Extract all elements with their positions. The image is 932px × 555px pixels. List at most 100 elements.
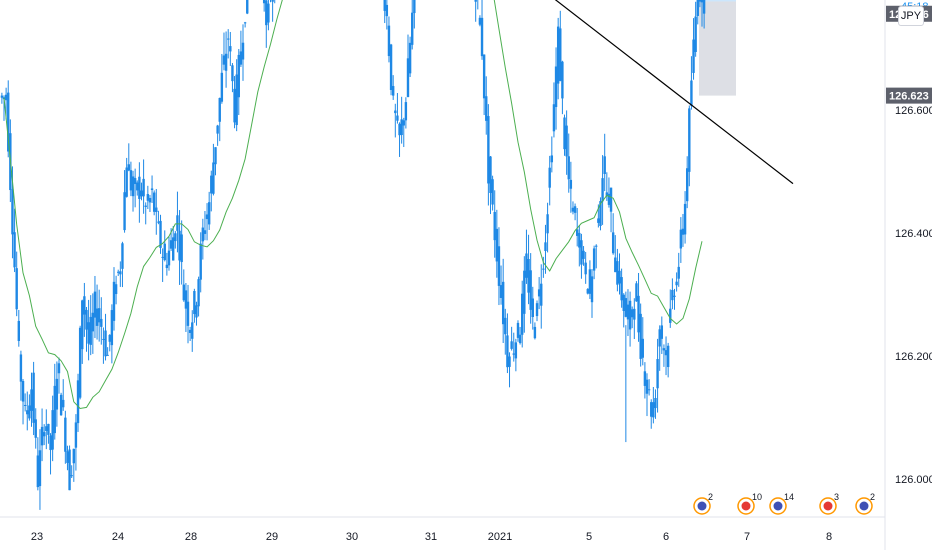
candle-body <box>626 304 630 320</box>
candle-body <box>533 326 537 339</box>
candle-body <box>652 402 655 418</box>
event-count: 2 <box>870 492 875 502</box>
candle-body <box>246 0 249 14</box>
candle-body <box>102 338 105 340</box>
candle-body <box>28 405 31 419</box>
candle-body <box>42 432 46 437</box>
candle-body <box>588 269 592 294</box>
calendar-event-icon[interactable]: 14 <box>769 492 794 515</box>
candle-body <box>222 55 226 65</box>
time-tick-label: 28 <box>185 531 197 543</box>
candle-body <box>565 125 568 157</box>
candle-body <box>688 108 691 172</box>
candle-body <box>681 228 685 235</box>
candle-body <box>157 221 160 223</box>
event-flag <box>859 501 869 511</box>
candle-body <box>100 318 103 327</box>
calendar-event-icon[interactable]: 3 <box>819 492 839 515</box>
candle-body <box>97 308 101 323</box>
currency-button[interactable]: JPY <box>898 6 924 26</box>
candle-body <box>172 237 175 261</box>
candle-body <box>411 12 414 45</box>
candle-body <box>523 270 526 314</box>
candle-body <box>201 227 205 242</box>
candle-body <box>664 350 668 356</box>
candle-body <box>227 38 230 40</box>
candle-body <box>66 451 69 463</box>
candle-body <box>654 398 657 409</box>
candle-body <box>482 54 486 99</box>
candle-body <box>639 313 642 359</box>
candle-body <box>609 187 613 212</box>
candle-body <box>567 156 570 180</box>
calendar-event-icon[interactable]: 10 <box>737 492 762 515</box>
candle-body <box>406 58 410 98</box>
candle-body <box>576 229 579 236</box>
candle-body <box>658 329 661 347</box>
candle-body <box>510 341 513 349</box>
candle-body <box>110 310 114 346</box>
calendar-event-icon[interactable]: 2 <box>693 492 713 515</box>
candle-body <box>40 426 44 446</box>
candle-body <box>618 270 621 284</box>
candle-body <box>497 246 501 286</box>
candle-body <box>11 189 14 235</box>
candle-body <box>620 277 623 301</box>
candle-body <box>499 285 503 298</box>
candle-body <box>55 378 59 410</box>
candle-body <box>590 276 594 303</box>
currency-label: JPY <box>900 10 922 22</box>
candle-body <box>129 170 133 191</box>
candle-body <box>7 92 10 152</box>
candle-body <box>690 80 693 106</box>
calendar-event-icon[interactable]: 2 <box>855 492 875 515</box>
candle-body <box>404 102 408 121</box>
time-tick-label: 29 <box>266 531 278 543</box>
candle-body <box>542 268 545 270</box>
candle-body <box>114 284 118 295</box>
candle-body <box>159 220 162 248</box>
candle-body <box>389 44 393 90</box>
candle-body <box>220 72 224 102</box>
candle-body <box>36 455 40 488</box>
candle-body <box>186 301 190 326</box>
price-tick-label: 126.400 <box>895 228 932 240</box>
candle-body <box>178 230 181 261</box>
candle-body <box>546 214 549 234</box>
candle-body <box>93 291 97 318</box>
time-tick-label: 5 <box>586 531 592 543</box>
candle-body <box>121 243 124 269</box>
candle-body <box>582 250 585 259</box>
candle-body <box>491 179 494 205</box>
event-count: 14 <box>784 492 794 502</box>
candle-body <box>635 283 638 302</box>
candle-body <box>518 334 522 344</box>
candle-body <box>51 410 54 450</box>
time-tick-label: 8 <box>826 531 832 543</box>
candle-body <box>607 193 611 205</box>
candle-body <box>229 46 232 52</box>
candle-body <box>150 188 154 190</box>
candle-body <box>239 51 243 65</box>
candle-body <box>544 242 547 251</box>
candle-body <box>91 312 95 332</box>
candle-body <box>408 42 412 74</box>
stop-zone[interactable] <box>699 1 736 96</box>
candle-body <box>556 26 560 84</box>
candle-body <box>125 167 128 197</box>
candle-body <box>548 167 551 188</box>
candle-body <box>569 179 573 189</box>
candle-body <box>131 176 135 197</box>
candle-body <box>262 0 266 4</box>
candle-body <box>605 192 609 197</box>
moving-average-line <box>3 0 703 410</box>
candle-body <box>525 253 528 278</box>
candle-body <box>679 229 683 249</box>
candle-body <box>531 298 534 318</box>
target-zone[interactable] <box>699 0 736 2</box>
candle-body <box>142 178 145 197</box>
time-tick-label: 6 <box>663 531 669 543</box>
candle-body <box>81 300 84 350</box>
trendline[interactable] <box>316 0 794 185</box>
